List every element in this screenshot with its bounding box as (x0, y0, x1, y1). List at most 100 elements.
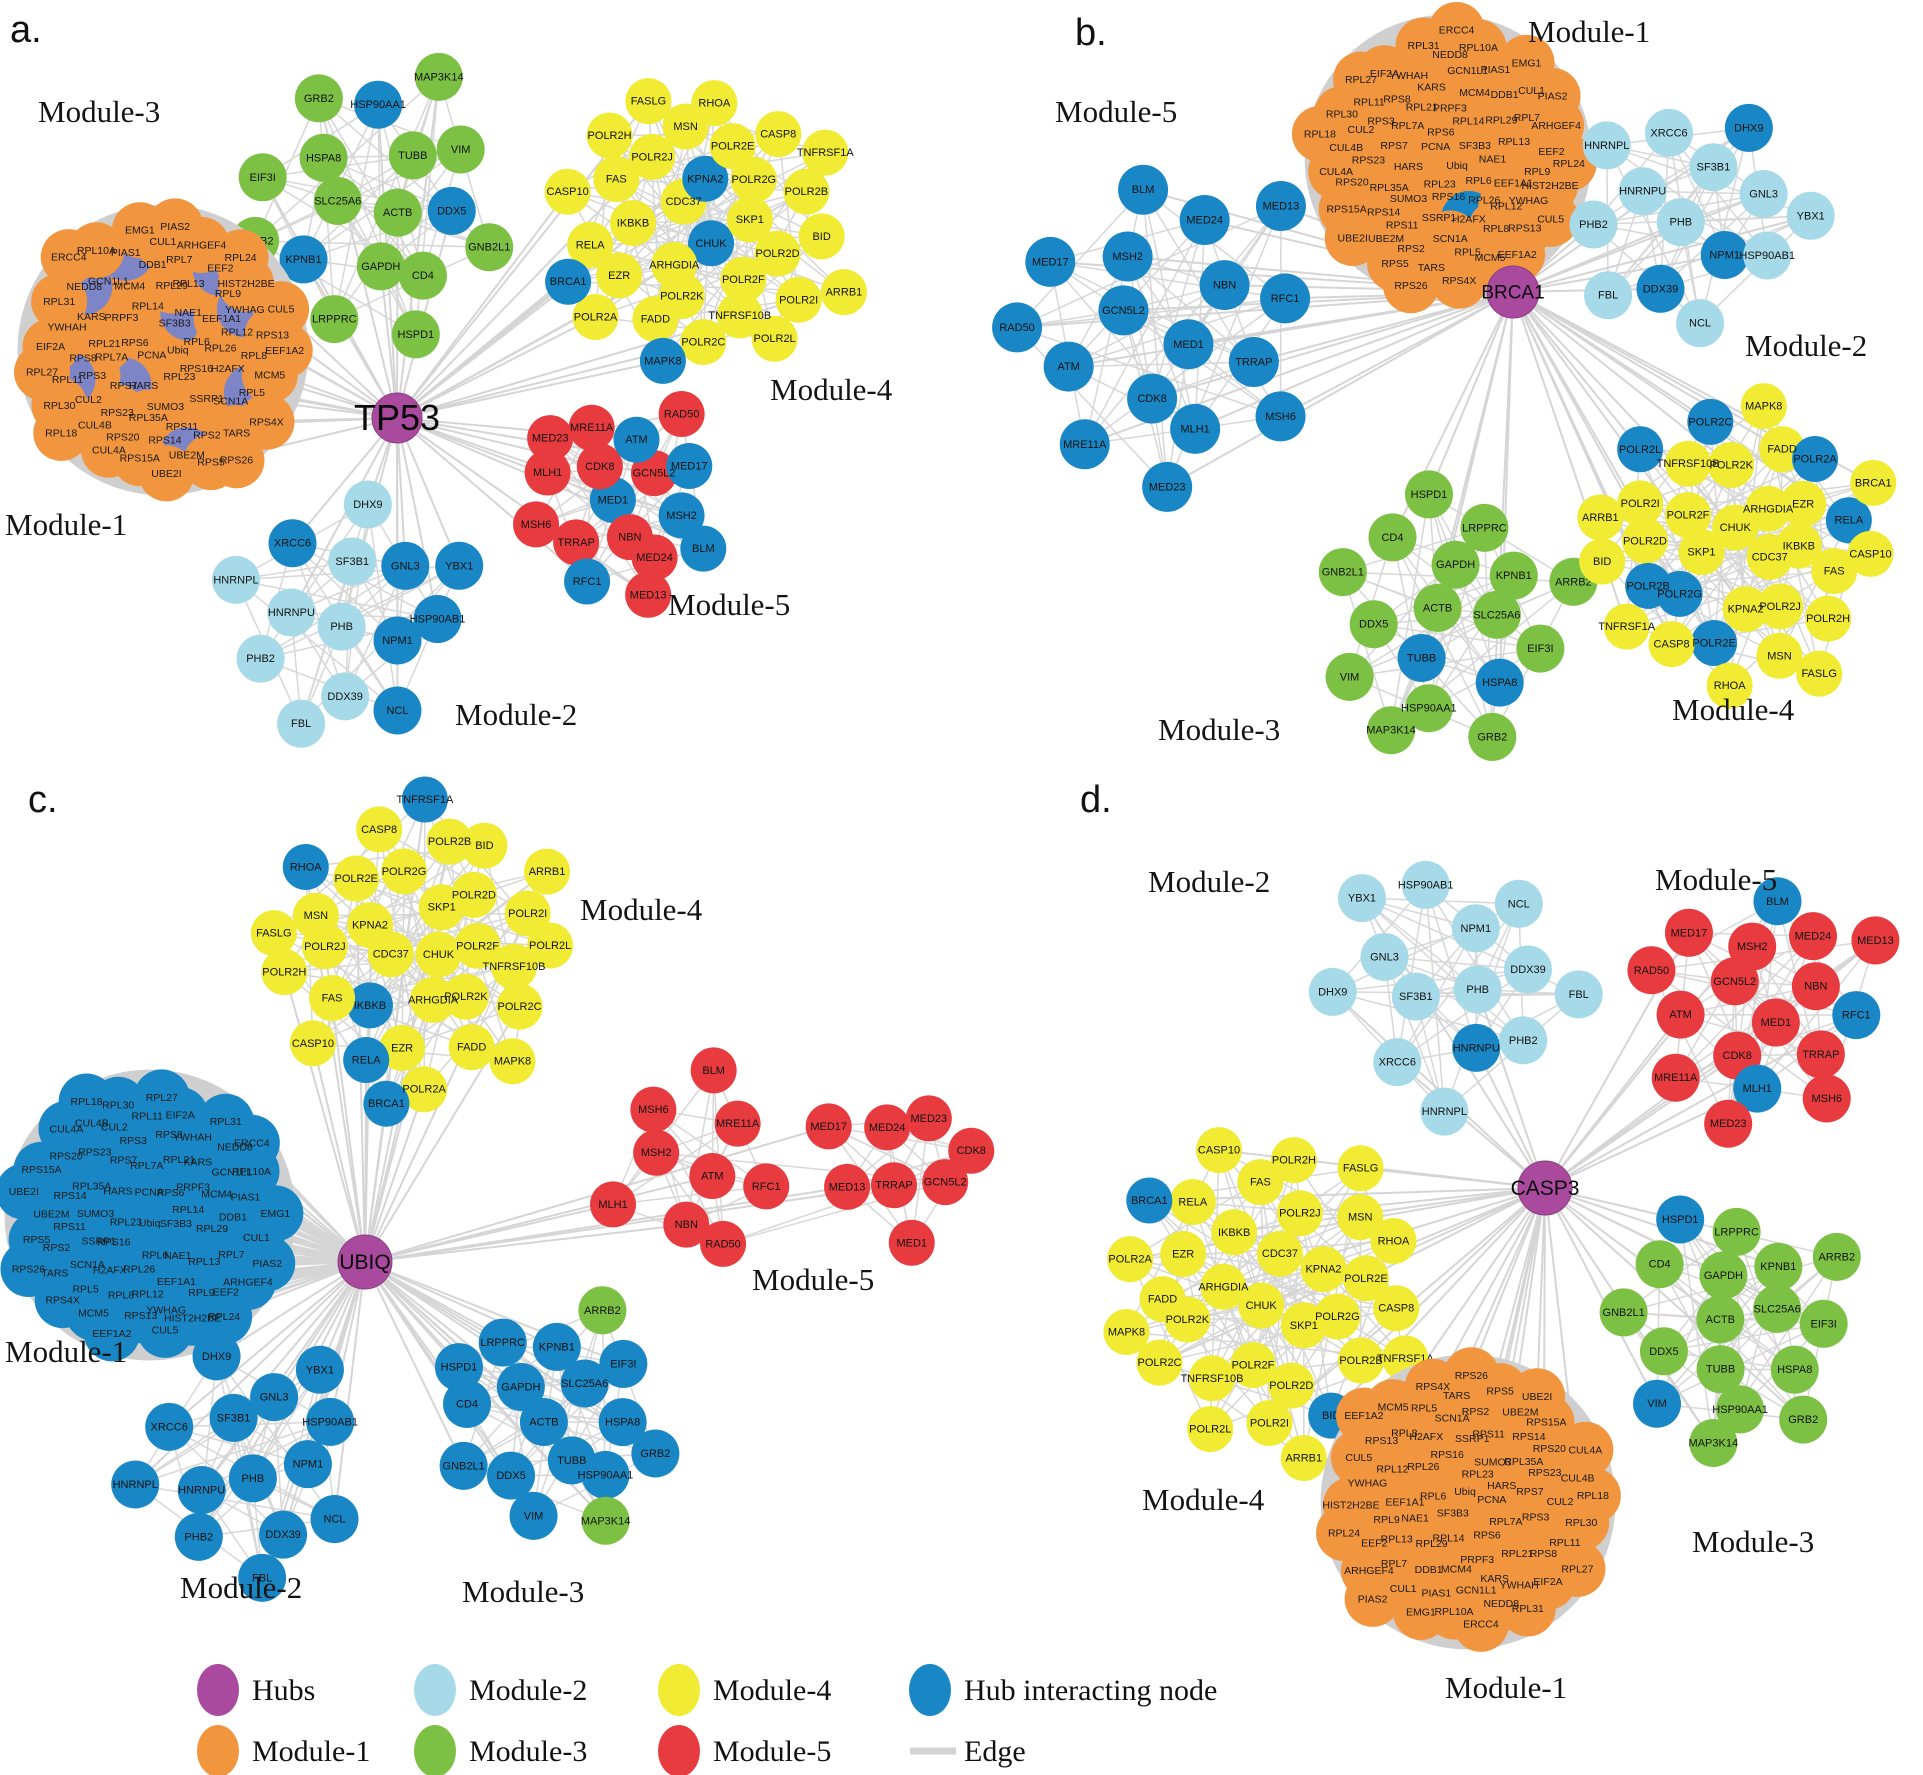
node-label-PIAS2: PIAS2 (1538, 90, 1568, 102)
node-label-GCN5L2: GCN5L2 (1102, 305, 1145, 317)
node-label-CUL4B: CUL4B (1561, 1472, 1595, 1484)
node-POLR2A (401, 1066, 448, 1113)
legend-swatch-module3-icon (414, 1725, 456, 1775)
node-label-RPL18: RPL18 (1577, 1490, 1609, 1502)
node-label-EMG1: EMG1 (1512, 57, 1542, 69)
node-label-MRE11A: MRE11A (570, 422, 614, 434)
module-label-a: Module-2 (455, 697, 577, 732)
node-label-PRPF3: PRPF3 (1433, 103, 1467, 115)
module-module-3: ACTB SLC25A6 TUBB GAPDH HSPA8 DDX5 KPNB1 HSP90A… (38, 52, 514, 359)
node-XRCC6 (1645, 108, 1694, 157)
node-label-CUL2: CUL2 (101, 1121, 128, 1133)
node-FASLG (1796, 650, 1843, 697)
node-label-NAE1: NAE1 (1479, 153, 1507, 165)
node-MED23 (905, 1095, 952, 1142)
node-label-RPL27: RPL27 (1561, 1563, 1593, 1575)
node-SF3B1 (1391, 972, 1440, 1021)
node-label-H2AFX: H2AFX (211, 363, 245, 375)
node-label-ARHGDIA: ARHGDIA (1198, 1281, 1249, 1293)
node-label-FASLG: FASLG (1801, 668, 1836, 680)
node-label-SSRP1: SSRP1 (189, 393, 224, 405)
node-label-EEF2: EEF2 (207, 263, 233, 275)
node-label-HSPD1: HSPD1 (1411, 489, 1448, 501)
node-label-PIAS1: PIAS1 (231, 1191, 261, 1203)
node-label-BID: BID (1593, 556, 1611, 568)
node-label-RPL27: RPL27 (146, 1092, 178, 1104)
legend-label: Module-1 (252, 1735, 370, 1768)
node-label-MAP3K14: MAP3K14 (1366, 725, 1416, 737)
node-label-PIAS1: PIAS1 (111, 247, 141, 259)
node-label-EZR: EZR (608, 270, 630, 282)
module-label-d: Module-1 (1445, 1670, 1567, 1705)
node-label-RPL5: RPL5 (72, 1284, 98, 1296)
node-label-RPL24: RPL24 (208, 1311, 240, 1323)
node-label-PRPF3: PRPF3 (176, 1182, 210, 1194)
node-label-NEDD8: NEDD8 (217, 1142, 253, 1154)
node-label-EEF1A1: EEF1A1 (202, 313, 241, 325)
node-XRCC6 (268, 519, 317, 568)
node-GNL3 (381, 541, 430, 590)
node-label-RPS11: RPS11 (166, 421, 199, 433)
module-module-1: Ubiq PCNA SF3B3 RPL23 RPS6 RPL6 HARS RPL14 RPS16… (1291, 2, 1650, 314)
node-YBX1 (435, 541, 484, 590)
node-ACTB (373, 188, 422, 237)
node-label-UBE2M: UBE2M (1502, 1407, 1538, 1419)
node-EZR (596, 252, 643, 299)
node-label-RPS11: RPS11 (1472, 1429, 1505, 1441)
node-POLR2K (442, 973, 489, 1020)
node-label-ARRB1: ARRB1 (1285, 1452, 1322, 1464)
node-label-TNFRSF1A: TNFRSF1A (797, 147, 855, 159)
node-CHUK (688, 220, 735, 267)
module-module-4: CHUK CDC37 SKP1 ARHGDIA KPNA2 POLR2F IKBKB POLR… (250, 776, 703, 1127)
node-POLR2F (1229, 1342, 1276, 1389)
node-label-RPL27: RPL27 (1345, 74, 1377, 86)
node-label-BID: BID (812, 231, 830, 243)
node-label-CUL1: CUL1 (243, 1232, 270, 1244)
node-EIF3I (1799, 1299, 1848, 1348)
node-label-CD4: CD4 (1649, 1259, 1671, 1271)
node-label-HIST2H2BE: HIST2H2BE (164, 1312, 221, 1324)
node-TNFRSF10B (1665, 440, 1712, 487)
node-label-DDB1: DDB1 (219, 1212, 247, 1224)
node-label-NBN: NBN (618, 532, 641, 544)
node-label-RPL29: RPL29 (196, 1223, 228, 1235)
module-module-2: PHB SF3B1 NPM1 HNRNPU GNL3 DDX39 XRCC6 HSP90AB1… (1569, 103, 1867, 363)
module-label-c: Module-5 (752, 1262, 874, 1297)
node-label-POLR2G: POLR2G (382, 866, 427, 878)
node-label-RHOA: RHOA (290, 862, 322, 874)
node-label-KPNB1: KPNB1 (1760, 1261, 1796, 1273)
node-label-RPS7: RPS7 (1516, 1486, 1544, 1498)
node-XRCC6 (145, 1402, 194, 1451)
node-CHUK (1238, 1282, 1285, 1329)
node-label-EEF2: EEF2 (213, 1287, 239, 1299)
node-GAPDH (1431, 540, 1480, 589)
node-HNRNPU (1618, 167, 1667, 216)
node-label-ARHGEF4: ARHGEF4 (223, 1277, 273, 1289)
node-label-YBX1: YBX1 (306, 1364, 334, 1376)
node-label-GNB2L1: GNB2L1 (1322, 567, 1364, 579)
legend-label: Module-4 (713, 1674, 831, 1707)
node-label-CASP8: CASP8 (361, 824, 397, 836)
node-label-CUL1: CUL1 (150, 236, 177, 248)
node-label-MRE11A: MRE11A (716, 1118, 760, 1130)
node-MED17 (805, 1103, 852, 1150)
node-label-CDC37: CDC37 (666, 196, 702, 208)
node-label-RPL23: RPL23 (163, 371, 195, 383)
node-label-MED13: MED13 (829, 1181, 866, 1193)
node-label-POLR2E: POLR2E (711, 141, 754, 153)
node-label-EZR: EZR (1172, 1248, 1194, 1260)
node-label-RPL14: RPL14 (132, 301, 164, 313)
node-label-RPL10A: RPL10A (232, 1166, 271, 1178)
node-label-POLR2L: POLR2L (1189, 1423, 1231, 1435)
node-label-RPL35A: RPL35A (129, 412, 168, 424)
node-label-NCL: NCL (324, 1514, 346, 1526)
node-label-MAPK8: MAPK8 (494, 1056, 531, 1068)
node-label-HNRNPU: HNRNPU (268, 607, 315, 619)
node-label-RPS4X: RPS4X (249, 416, 283, 428)
node-label-SUMO3: SUMO3 (77, 1208, 115, 1220)
node-label-GCN5L2: GCN5L2 (633, 468, 676, 480)
node-TNFRSF1A (401, 776, 448, 823)
node-CD4 (398, 251, 447, 300)
node-POLR2L (1617, 426, 1664, 473)
node-label-NPM1: NPM1 (293, 1459, 324, 1471)
